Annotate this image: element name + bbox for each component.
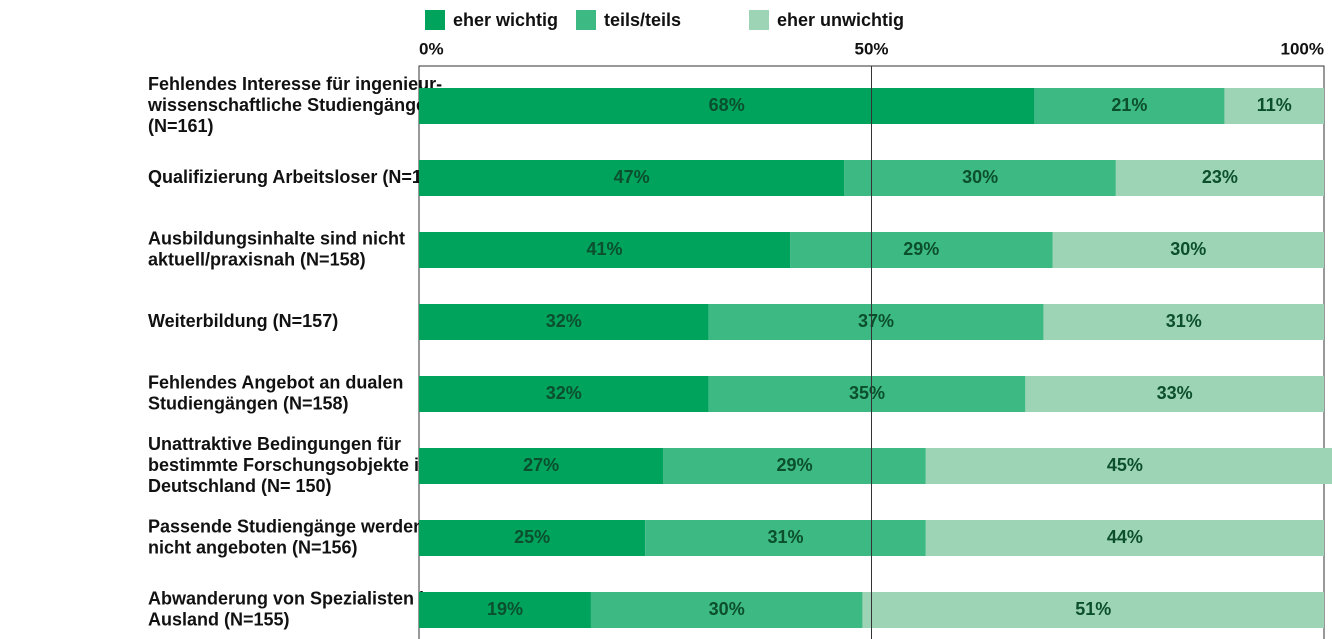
bar-segment — [844, 160, 1116, 196]
bar-segment — [1043, 304, 1324, 340]
bar-segment — [925, 448, 1332, 484]
bar-segment — [708, 376, 1026, 412]
legend-swatch — [425, 10, 445, 30]
value-label: 45% — [1107, 455, 1143, 475]
value-label: 23% — [1202, 167, 1238, 187]
bar-segment — [663, 448, 926, 484]
value-label: 30% — [1170, 239, 1206, 259]
category-label: Fehlendes Angebot an dualen — [148, 372, 403, 392]
value-label: 25% — [514, 527, 550, 547]
bar-segment — [419, 592, 591, 628]
value-label: 30% — [962, 167, 998, 187]
category-label: Studiengängen (N=158) — [148, 393, 349, 413]
bar-segment — [419, 232, 791, 268]
category-label: Qualifizierung Arbeitsloser (N=157) — [148, 167, 448, 187]
value-label: 35% — [849, 383, 885, 403]
value-label: 33% — [1157, 383, 1193, 403]
legend-label: teils/teils — [604, 10, 681, 30]
bar-segment — [925, 520, 1324, 556]
bar-segment — [1115, 160, 1324, 196]
category-label: Ausbildungsinhalte sind nicht — [148, 228, 405, 248]
bar-segment — [1052, 232, 1324, 268]
x-tick-label: 100% — [1281, 39, 1324, 58]
value-label: 41% — [587, 239, 623, 259]
bar-segment — [419, 88, 1035, 124]
legend-label: eher unwichtig — [777, 10, 904, 30]
bar-segment — [419, 304, 709, 340]
value-label: 27% — [523, 455, 559, 475]
legend-swatch — [749, 10, 769, 30]
x-tick-label: 0% — [419, 39, 444, 58]
legend-swatch — [576, 10, 596, 30]
bar-segment — [419, 376, 709, 412]
bar-segment — [1025, 376, 1324, 412]
value-label: 44% — [1107, 527, 1143, 547]
value-label: 19% — [487, 599, 523, 619]
category-label: wissenschaftliche Studiengänge — [147, 95, 426, 115]
value-label: 31% — [768, 527, 804, 547]
bar-segment — [590, 592, 863, 628]
bar-segment — [862, 592, 1324, 628]
value-label: 32% — [546, 311, 582, 331]
category-label: bestimmte Forschungsobjekte in — [148, 455, 430, 475]
category-label: Ausland (N=155) — [148, 609, 290, 629]
bar-segment — [1224, 88, 1324, 124]
value-label: 68% — [709, 95, 745, 115]
category-label: Weiterbildung (N=157) — [148, 311, 338, 331]
value-label: 32% — [546, 383, 582, 403]
bar-segment — [419, 160, 845, 196]
bar-segment — [419, 448, 664, 484]
category-label: (N=161) — [148, 116, 214, 136]
value-label: 51% — [1075, 599, 1111, 619]
category-label: nicht angeboten (N=156) — [148, 537, 358, 557]
legend-label: eher wichtig — [453, 10, 558, 30]
category-label: Abwanderung von Spezialisten ins — [148, 588, 445, 608]
value-label: 30% — [709, 599, 745, 619]
category-label: Passende Studiengänge werden — [148, 516, 424, 536]
bar-segment — [419, 520, 646, 556]
bar-segment — [1034, 88, 1225, 124]
category-label: Deutschland (N= 150) — [148, 476, 332, 496]
value-label: 37% — [858, 311, 894, 331]
category-label: aktuell/praxisnah (N=158) — [148, 249, 366, 269]
value-label: 11% — [1257, 95, 1292, 115]
value-label: 21% — [1111, 95, 1147, 115]
value-label: 29% — [777, 455, 813, 475]
value-label: 47% — [614, 167, 650, 187]
category-label: Unattraktive Bedingungen für — [148, 434, 401, 454]
category-label: Fehlendes Interesse für ingenieur- — [148, 74, 442, 94]
x-tick-label: 50% — [854, 39, 888, 58]
bar-segment — [790, 232, 1053, 268]
bar-segment — [708, 304, 1044, 340]
bar-segment — [645, 520, 926, 556]
value-label: 29% — [903, 239, 939, 259]
value-label: 31% — [1166, 311, 1202, 331]
